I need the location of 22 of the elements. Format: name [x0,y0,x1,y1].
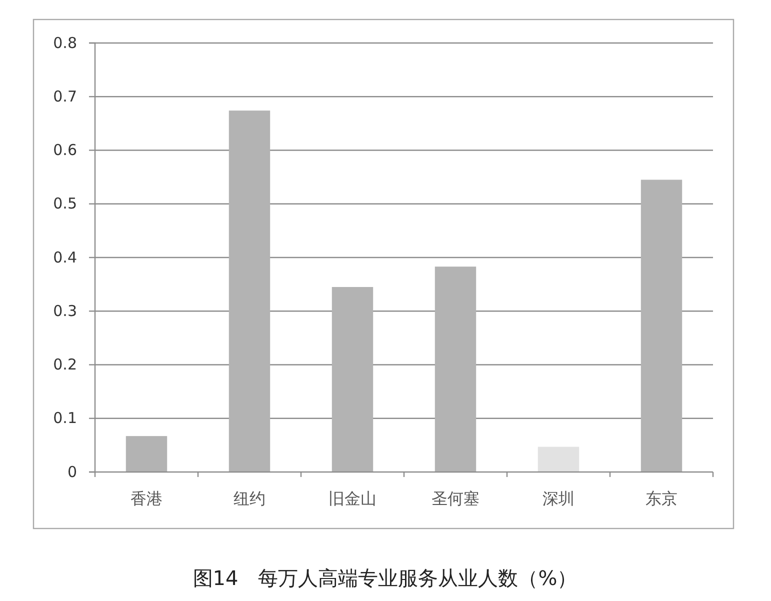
text: 图14 每万人高端专业服务从业人数（%） [192,566,578,590]
y-tick-label: 0.3 [53,302,77,320]
y-tick-label: 0.2 [53,356,77,374]
y-tick-label: 0.4 [53,248,77,266]
y-tick-label: 0.6 [53,141,77,160]
bar [228,110,270,472]
bar [538,446,580,472]
y-tick-label: 0 [67,462,77,481]
x-tick-label: 纽约 [234,489,266,508]
x-tick-label: 深圳 [542,489,574,508]
x-tick-label: 旧金山 [328,489,376,508]
bar [332,286,374,472]
bar [126,436,168,472]
y-tick-label: 0.8 [53,34,77,52]
bar [434,266,476,472]
x-tick-label: 香港 [130,489,162,508]
x-tick-label: 圣何塞 [432,489,480,508]
bar [640,180,682,472]
y-tick-label: 0.7 [53,87,77,106]
x-tick-label: 东京 [646,489,678,508]
y-tick-label: 0.1 [53,409,77,428]
y-tick-label: 0.5 [53,194,77,213]
